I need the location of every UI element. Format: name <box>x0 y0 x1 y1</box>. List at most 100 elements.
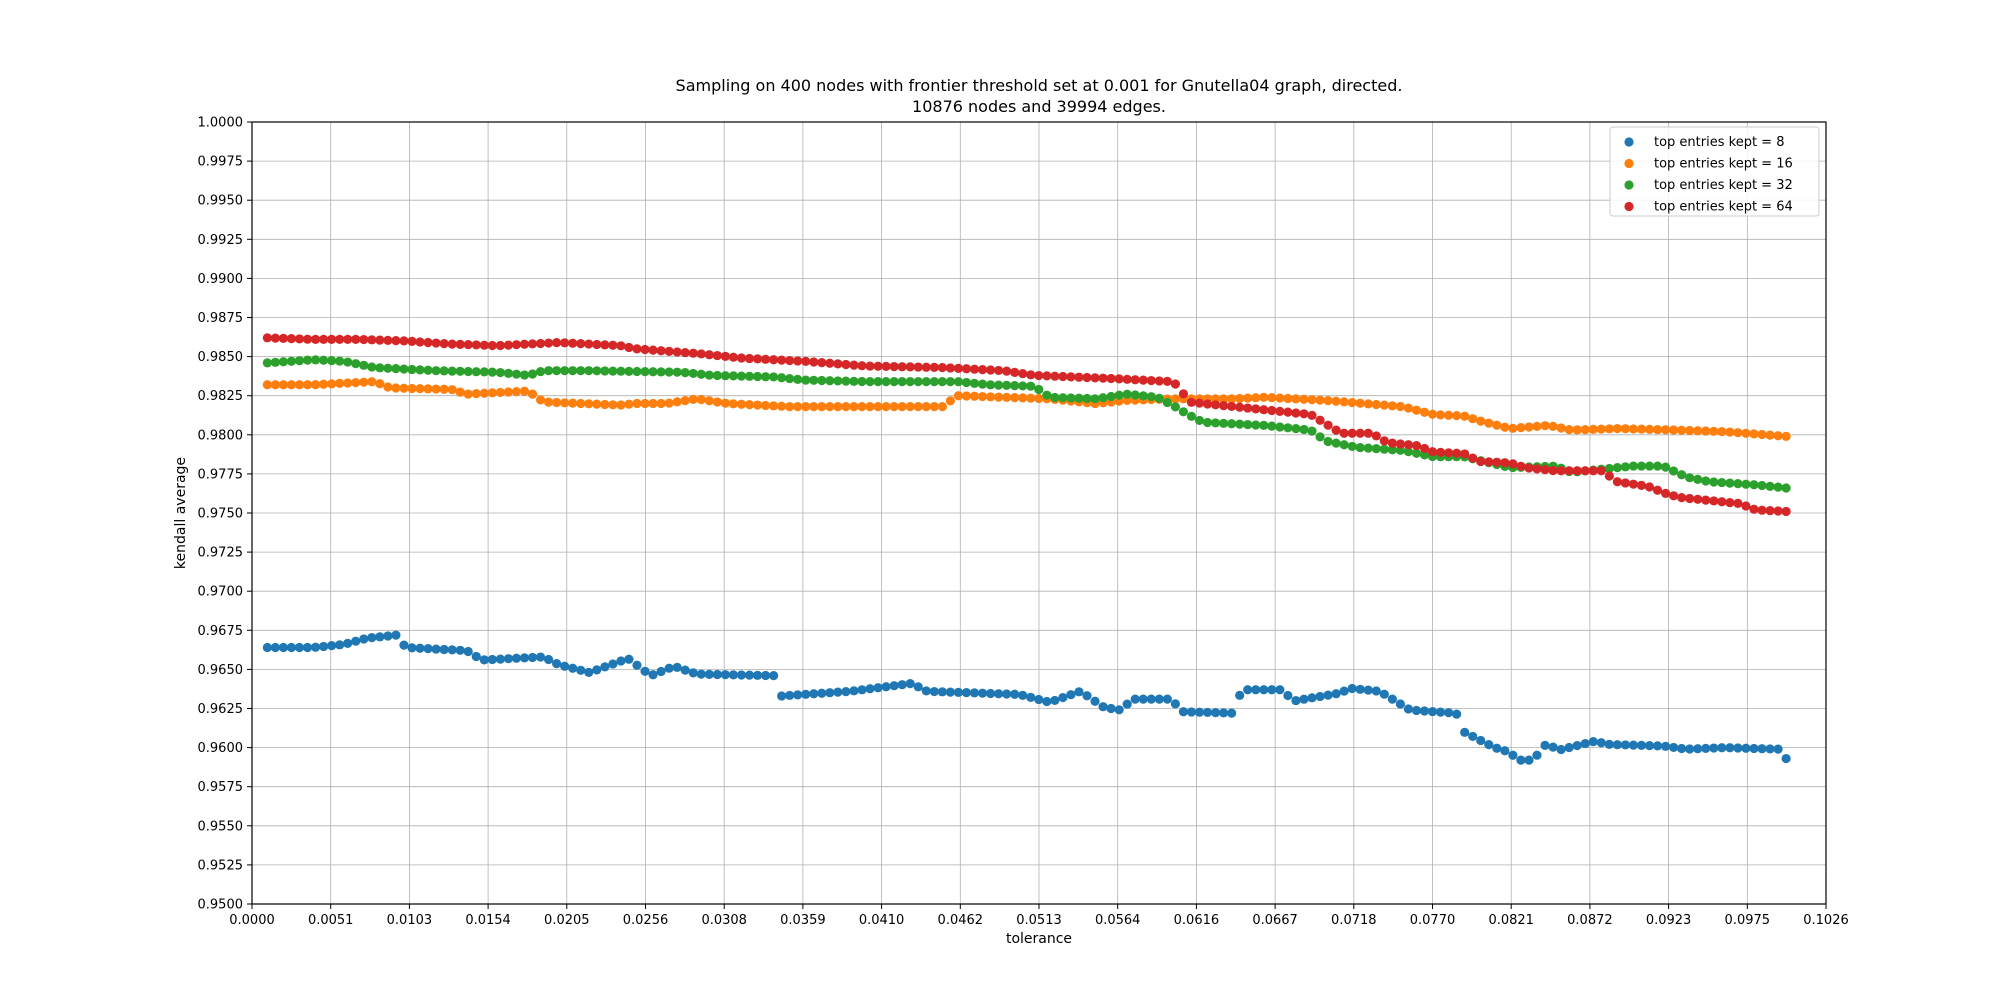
data-point <box>1395 699 1405 709</box>
data-point <box>712 397 722 407</box>
data-point <box>1130 694 1140 704</box>
data-point <box>1194 415 1205 426</box>
data-point <box>568 366 578 376</box>
data-point <box>1685 473 1695 483</box>
data-point <box>527 652 538 663</box>
data-point <box>1677 470 1687 480</box>
data-point <box>447 366 457 376</box>
data-point <box>672 347 682 357</box>
data-point <box>302 334 313 344</box>
data-point <box>1765 744 1775 754</box>
data-point <box>1219 708 1229 718</box>
data-point <box>1468 414 1478 424</box>
data-point <box>1677 425 1687 435</box>
data-point <box>262 380 272 390</box>
data-point <box>929 362 939 372</box>
data-point <box>327 334 337 344</box>
data-point <box>640 367 650 377</box>
data-point <box>479 340 489 350</box>
data-point <box>1652 741 1663 751</box>
data-point <box>1018 381 1028 391</box>
data-point <box>809 689 819 699</box>
data-point <box>793 690 803 700</box>
x-tick-label: 0.0718 <box>1331 913 1377 928</box>
data-point <box>1275 406 1285 416</box>
data-point <box>568 663 578 673</box>
data-point <box>985 688 996 699</box>
data-point <box>1660 488 1671 498</box>
data-point <box>897 680 907 690</box>
data-point <box>632 366 642 377</box>
legend-box <box>1609 126 1820 217</box>
y-tick-label: 0.9525 <box>198 858 244 873</box>
data-point <box>335 640 345 650</box>
data-point <box>1733 743 1743 753</box>
data-point <box>1628 479 1639 489</box>
data-point <box>1106 391 1116 402</box>
data-point <box>511 340 522 350</box>
data-point <box>1202 707 1213 718</box>
data-point <box>270 380 280 390</box>
data-point <box>1154 376 1164 386</box>
data-point <box>1548 742 1558 752</box>
data-point <box>1355 398 1365 408</box>
data-point <box>1371 444 1381 454</box>
data-point <box>648 345 658 355</box>
data-point <box>1098 393 1108 403</box>
data-point <box>1540 740 1550 750</box>
data-point <box>1395 401 1405 412</box>
data-point <box>1652 424 1663 435</box>
data-point <box>664 367 674 377</box>
data-point <box>519 653 530 663</box>
data-point <box>897 362 907 372</box>
x-tick-label: 0.0667 <box>1252 913 1298 928</box>
data-point <box>1307 693 1317 703</box>
data-point <box>391 630 401 640</box>
data-point <box>407 336 417 347</box>
data-point <box>544 338 554 348</box>
data-point <box>656 367 666 377</box>
data-point <box>1620 740 1630 750</box>
data-point <box>286 334 297 344</box>
data-point <box>1773 744 1783 754</box>
data-point <box>1363 399 1373 409</box>
data-point <box>1572 740 1582 751</box>
data-point <box>318 379 329 389</box>
data-point <box>728 670 739 680</box>
data-point <box>921 362 931 372</box>
data-point <box>921 402 931 412</box>
data-point <box>881 377 891 387</box>
data-point <box>399 364 409 374</box>
data-point <box>1227 708 1237 718</box>
data-point <box>929 686 939 697</box>
data-point <box>1685 493 1695 504</box>
data-point <box>1363 685 1373 695</box>
data-point <box>1026 692 1036 703</box>
data-point <box>736 371 747 381</box>
data-point <box>1010 393 1020 403</box>
data-point <box>1781 431 1791 441</box>
data-point <box>1050 392 1060 403</box>
data-point <box>1749 429 1759 439</box>
data-point <box>961 364 972 374</box>
data-point <box>1275 393 1285 403</box>
data-point <box>1444 410 1454 420</box>
data-point <box>1251 393 1261 403</box>
x-tick-label: 0.0410 <box>859 913 905 928</box>
data-point <box>985 365 996 375</box>
data-point <box>1612 477 1622 487</box>
y-tick-label: 0.9975 <box>198 155 244 170</box>
data-point <box>921 377 931 387</box>
data-point <box>600 366 610 376</box>
data-point <box>833 687 843 697</box>
legend-entry-label: top entries kept = 64 <box>1654 200 1793 215</box>
data-point <box>1194 707 1205 717</box>
data-point <box>913 362 923 372</box>
data-point <box>937 687 947 697</box>
data-point <box>1781 753 1791 764</box>
data-point <box>833 359 843 369</box>
data-point <box>1773 482 1783 492</box>
data-point <box>1628 740 1639 750</box>
data-point <box>1154 393 1164 403</box>
